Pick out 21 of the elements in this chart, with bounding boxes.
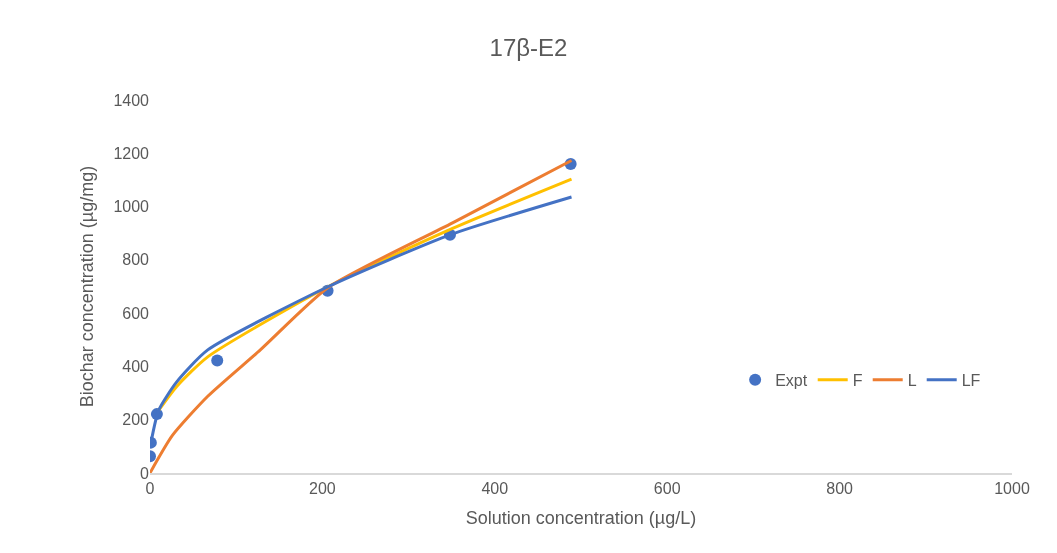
y-tick-label: 1000: [113, 198, 150, 216]
legend-label: F: [852, 371, 863, 389]
x-tick-label: 600: [653, 479, 681, 497]
y-tick-label: 1200: [113, 144, 150, 162]
point: [211, 354, 224, 367]
y-tick-label: 0: [140, 464, 150, 482]
legend-label: L: [907, 371, 917, 389]
x-axis-title: Solution concentration (µg/L): [465, 507, 697, 528]
x-tick-label: 800: [826, 479, 854, 497]
x-tick-label: 200: [309, 479, 336, 497]
y-tick-label: 1400: [113, 91, 150, 109]
y-tick-label: 600: [122, 304, 150, 322]
y-tick-label: 200: [122, 411, 150, 429]
legend-label: LF: [961, 371, 981, 389]
legend-label: Expt: [775, 371, 808, 389]
y-tick-label: 400: [122, 358, 150, 376]
y-tick-label: 800: [122, 251, 150, 269]
x-tick-label: 1000: [994, 479, 1030, 497]
x-tick-label: 400: [481, 479, 509, 497]
y-axis-title: Biochar concentration (µg/mg): [76, 165, 97, 408]
chart-title: 17β-E2: [489, 33, 568, 61]
